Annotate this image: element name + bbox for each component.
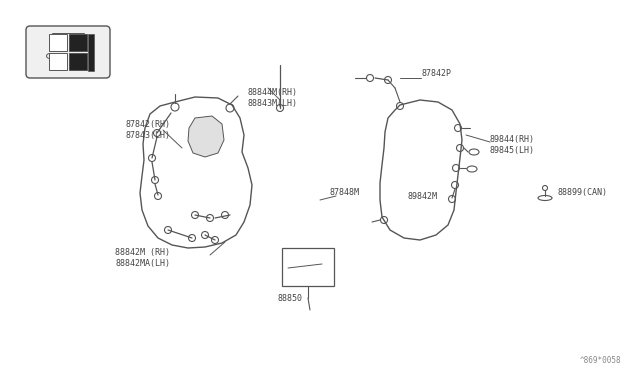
Text: 87848M: 87848M xyxy=(330,188,360,197)
Text: 89844(RH)
89845(LH): 89844(RH) 89845(LH) xyxy=(490,135,535,155)
Text: 87842(RH)
87843(LH): 87842(RH) 87843(LH) xyxy=(125,120,170,140)
Text: ^869*0058: ^869*0058 xyxy=(580,356,621,365)
Bar xyxy=(49,53,67,70)
Text: 88844M(RH)
88843M(LH): 88844M(RH) 88843M(LH) xyxy=(248,88,298,108)
Text: 87842P: 87842P xyxy=(422,68,452,77)
Bar xyxy=(282,248,334,286)
Polygon shape xyxy=(380,100,462,240)
FancyBboxPatch shape xyxy=(26,26,110,78)
Bar xyxy=(69,53,87,70)
Polygon shape xyxy=(140,97,252,248)
Text: 89842M: 89842M xyxy=(408,192,438,201)
Text: 88899(CAN): 88899(CAN) xyxy=(558,187,608,196)
Text: 88842M (RH)
88842MA(LH): 88842M (RH) 88842MA(LH) xyxy=(115,248,170,268)
Bar xyxy=(49,34,67,51)
Polygon shape xyxy=(188,116,224,157)
Bar xyxy=(88,34,94,71)
Text: 88850: 88850 xyxy=(278,294,303,303)
Bar xyxy=(69,34,87,51)
